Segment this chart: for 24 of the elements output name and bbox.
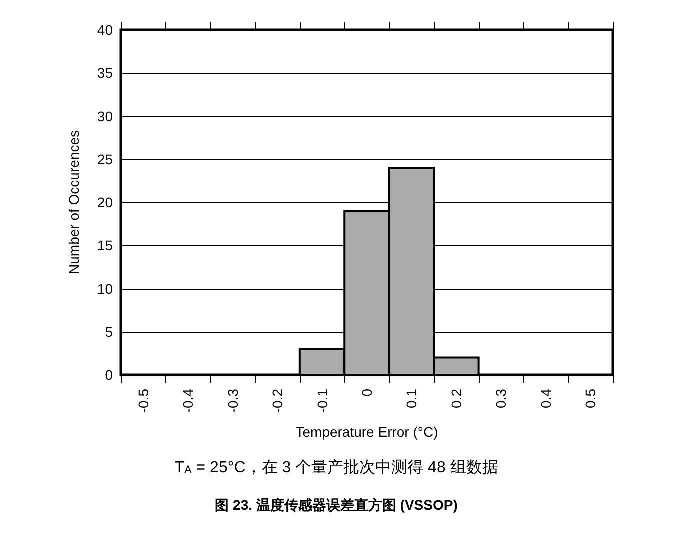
- x-tick-label: 0.1: [404, 388, 420, 408]
- y-tick-label: 10: [97, 280, 114, 297]
- y-tick-label: 0: [105, 367, 114, 383]
- x-tick-label: -0.4: [180, 388, 196, 414]
- x-axis-title: Temperature Error (°C): [296, 424, 438, 440]
- y-tick-label: 40: [97, 22, 114, 38]
- x-tick-label: -0.1: [314, 388, 330, 414]
- y-tick-label: 25: [97, 151, 114, 168]
- y-tick-label: 15: [97, 238, 114, 254]
- x-tick-label: 0.2: [448, 388, 464, 408]
- y-tick-label: 30: [97, 108, 114, 124]
- x-tick-label: -0.3: [224, 388, 241, 414]
- y-tick-label: 5: [105, 324, 114, 340]
- x-tick-label: 0.3: [493, 388, 510, 408]
- x-tick-label: -0.2: [270, 388, 286, 414]
- y-axis-title: Number of Occurences: [66, 130, 82, 274]
- text: 图 23. 温度传感器误差直方图 (VSSOP): [215, 497, 458, 513]
- x-tick-label: 0.5: [582, 388, 599, 408]
- y-tick-label: 35: [97, 65, 114, 82]
- x-tick-label: 0: [359, 388, 375, 397]
- x-tick-label: -0.5: [135, 388, 152, 414]
- x-tick-label: 0.4: [538, 388, 554, 408]
- y-tick-label: 20: [97, 194, 114, 210]
- text: TA = 25°C，在 3 个量产批次中测得 48 组数据: [174, 458, 498, 476]
